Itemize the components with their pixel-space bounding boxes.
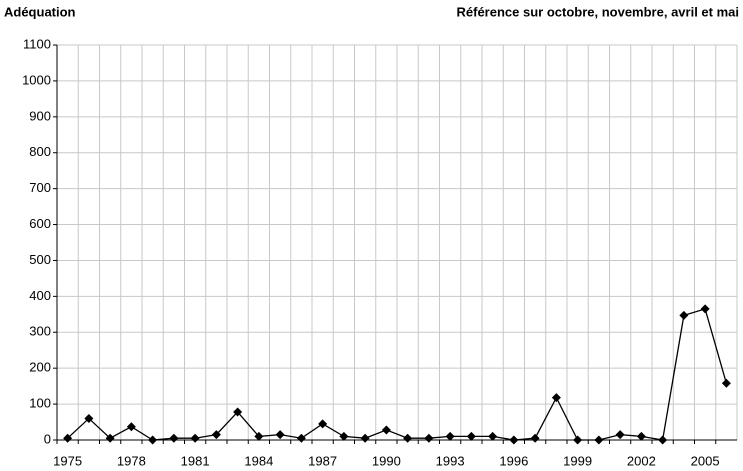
y-tick-label: 0 <box>44 431 51 446</box>
marker <box>466 431 476 441</box>
marker <box>488 431 498 441</box>
marker <box>211 430 221 440</box>
marker <box>424 433 434 443</box>
marker <box>679 310 689 320</box>
x-tick-label: 1981 <box>181 453 210 468</box>
y-tick-label: 1100 <box>23 36 51 51</box>
marker <box>296 433 306 443</box>
marker <box>105 433 115 443</box>
y-tick-label: 700 <box>29 180 51 195</box>
marker <box>530 433 540 443</box>
x-tick-label: 1993 <box>436 453 465 468</box>
marker <box>551 393 561 403</box>
y-tick-label: 200 <box>29 360 51 375</box>
chart-subtitle: Référence sur octobre, novembre, avril e… <box>457 4 740 19</box>
marker <box>169 433 179 443</box>
marker <box>233 407 243 417</box>
x-tick-label: 1990 <box>372 453 401 468</box>
x-tick-label: 2002 <box>627 453 656 468</box>
y-tick-label: 100 <box>29 396 51 411</box>
y-tick-label: 300 <box>29 324 51 339</box>
marker <box>84 413 94 423</box>
marker <box>721 378 731 388</box>
marker <box>615 430 625 440</box>
marker <box>445 431 455 441</box>
x-tick-label: 1999 <box>563 453 592 468</box>
marker <box>509 435 519 445</box>
marker <box>636 431 646 441</box>
marker <box>275 430 285 440</box>
marker <box>360 433 370 443</box>
marker <box>254 431 264 441</box>
marker <box>63 433 73 443</box>
x-tick-label: 2005 <box>691 453 720 468</box>
y-tick-label: 800 <box>29 144 51 159</box>
marker <box>594 435 604 445</box>
y-tick-label: 1000 <box>22 72 51 87</box>
x-tick-label: 1975 <box>53 453 82 468</box>
marker <box>700 304 710 314</box>
x-tick-label: 1987 <box>308 453 337 468</box>
x-tick-label: 1978 <box>117 453 146 468</box>
marker <box>658 435 668 445</box>
marker <box>573 435 583 445</box>
y-tick-label: 600 <box>29 216 51 231</box>
y-tick-label: 400 <box>29 288 51 303</box>
marker <box>190 433 200 443</box>
marker <box>339 431 349 441</box>
x-tick-label: 1996 <box>499 453 528 468</box>
y-tick-label: 500 <box>29 252 51 267</box>
marker <box>318 419 328 429</box>
y-tick-label: 900 <box>29 108 51 123</box>
marker <box>403 433 413 443</box>
marker <box>148 435 158 445</box>
x-tick-label: 1984 <box>244 453 273 468</box>
marker <box>126 422 136 432</box>
chart-title: Adéquation <box>4 4 76 19</box>
marker <box>381 425 391 435</box>
